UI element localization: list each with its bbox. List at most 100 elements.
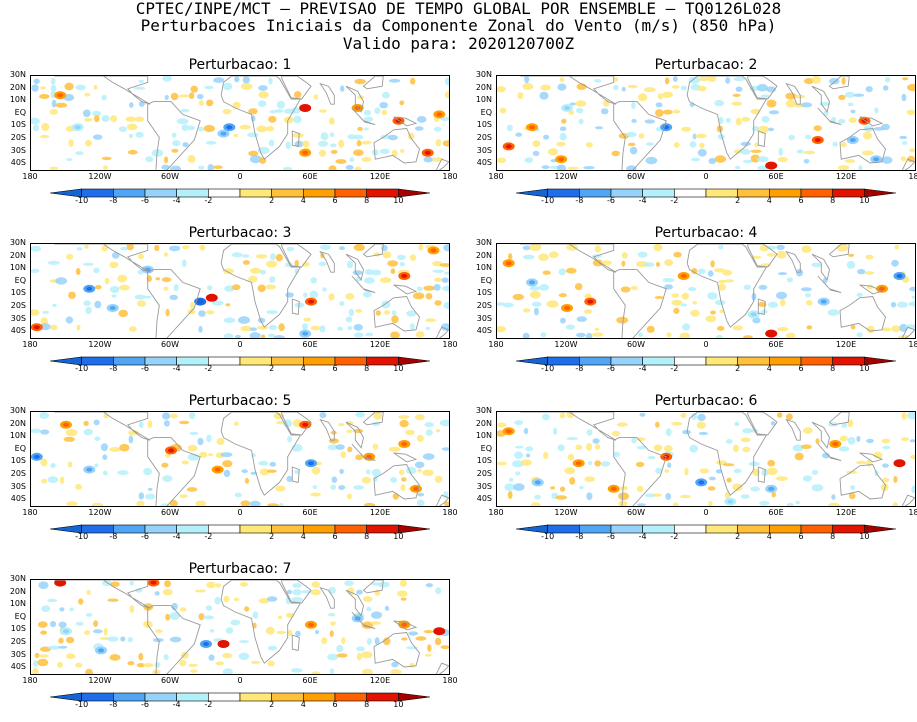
field-blob xyxy=(691,157,700,162)
field-blob xyxy=(439,263,449,267)
coastline xyxy=(686,412,768,496)
field-blob xyxy=(163,156,169,164)
field-blob xyxy=(776,244,785,250)
y-tick-label: 40S xyxy=(476,158,492,168)
field-blob xyxy=(540,84,551,91)
field-blob xyxy=(138,101,145,107)
field-blob xyxy=(708,157,717,165)
field-blob xyxy=(169,499,178,506)
field-extreme-core xyxy=(564,306,570,310)
field-blob xyxy=(688,287,697,292)
field-blob xyxy=(85,306,92,315)
coastline xyxy=(811,421,830,449)
field-blob xyxy=(179,659,187,667)
field-blob xyxy=(822,452,830,459)
field-blob xyxy=(110,115,117,123)
field-blob xyxy=(286,475,293,482)
x-tick-label: 60E xyxy=(302,340,318,349)
field-blob xyxy=(901,437,909,441)
field-blob xyxy=(239,124,251,130)
field-blob xyxy=(119,284,130,291)
field-blob xyxy=(161,277,172,283)
field-blob xyxy=(653,444,663,452)
panel-title: Perturbacao: 7 xyxy=(188,561,292,577)
field-blob xyxy=(329,668,335,674)
field-blob xyxy=(709,476,716,481)
field-blob xyxy=(673,251,682,258)
colorbar-swatch xyxy=(334,692,367,702)
colorbar-label: 10 xyxy=(393,364,404,373)
field-blob xyxy=(258,460,269,466)
field-blob xyxy=(910,454,915,460)
panel-perturbacao-5: Perturbacao: 5 30N 20N 10N EQ 10S 20S 30S 40S 180… xyxy=(10,394,458,554)
field-blob xyxy=(50,85,57,92)
colorbar-swatch xyxy=(864,356,896,366)
field-blob xyxy=(594,245,602,253)
field-blob xyxy=(269,461,277,467)
map-plot-area xyxy=(496,75,916,171)
field-blob xyxy=(716,334,723,338)
field-extreme-core xyxy=(302,331,309,336)
field-blob xyxy=(346,260,354,269)
field-blob xyxy=(905,324,915,330)
field-blob xyxy=(514,451,523,459)
field-blob xyxy=(274,109,284,113)
field-blob xyxy=(777,412,783,418)
field-blob xyxy=(909,286,915,292)
field-blob xyxy=(101,94,107,101)
colorbar-label: -6 xyxy=(141,700,149,709)
field-blob xyxy=(645,156,658,165)
field-blob xyxy=(743,284,751,290)
field-blob xyxy=(38,581,49,589)
y-tick-label: 30S xyxy=(476,481,492,491)
field-blob xyxy=(198,325,203,333)
field-blob xyxy=(567,453,575,461)
field-blob xyxy=(59,476,65,484)
field-blob xyxy=(38,621,48,628)
field-blob xyxy=(233,597,240,602)
field-blob xyxy=(353,244,365,251)
field-blob xyxy=(336,644,344,653)
x-tick-label: 180 xyxy=(488,172,504,181)
field-blob xyxy=(559,486,566,492)
field-blob xyxy=(328,293,335,301)
field-blob xyxy=(565,324,575,330)
field-blob xyxy=(795,500,801,505)
field-extreme-core xyxy=(302,422,309,427)
field-blob xyxy=(100,443,108,452)
field-blob xyxy=(908,301,915,307)
field-blob xyxy=(512,460,524,468)
colorbar-swatch xyxy=(800,188,833,198)
field-blob xyxy=(346,493,352,500)
field-blob xyxy=(600,108,609,115)
field-blob xyxy=(767,459,776,467)
y-tick-label: 10S xyxy=(10,624,26,634)
field-blob xyxy=(252,611,259,619)
field-blob xyxy=(55,277,68,285)
field-blob xyxy=(497,422,507,428)
field-blob xyxy=(138,79,145,83)
field-blob xyxy=(242,76,250,84)
field-blob xyxy=(85,139,92,147)
coastline xyxy=(435,326,449,338)
field-extreme-core xyxy=(424,150,431,155)
field-blob xyxy=(621,252,628,259)
field-blob xyxy=(318,149,327,157)
field-blob xyxy=(882,85,889,91)
field-blob xyxy=(145,156,154,163)
field-blob xyxy=(250,267,262,274)
x-tick-label: 180 xyxy=(442,508,458,517)
field-blob xyxy=(356,140,362,147)
field-blob xyxy=(339,246,345,251)
field-blob xyxy=(379,148,390,154)
field-blob xyxy=(347,446,353,453)
field-blob xyxy=(731,101,743,106)
field-blob xyxy=(118,309,128,318)
field-blob xyxy=(286,246,295,252)
field-blob xyxy=(901,412,907,420)
x-tick-label: 120W xyxy=(554,340,578,349)
field-blob xyxy=(276,630,286,635)
field-blob xyxy=(538,253,549,261)
field-blob xyxy=(92,134,103,140)
coastline xyxy=(147,269,201,338)
